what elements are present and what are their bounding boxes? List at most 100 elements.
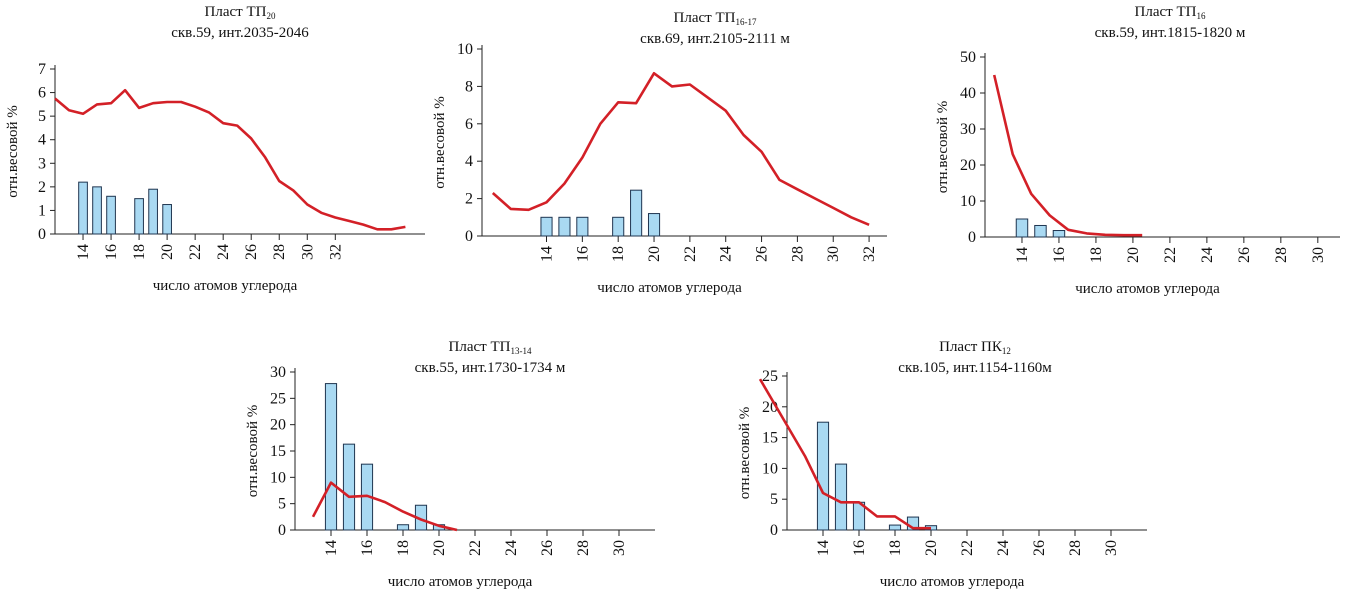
x-axis-label: число атомов углерода [1075, 281, 1220, 297]
y-tick-label: 7 [38, 61, 46, 78]
bar [1052, 230, 1066, 238]
x-axis-label: число атомов углерода [388, 574, 533, 590]
x-tick-label: 22 [959, 540, 976, 556]
title-text: Пласт ТП [674, 10, 736, 26]
x-tick-label: 22 [1162, 247, 1179, 263]
bar [106, 195, 116, 235]
y-tick-label: 50 [960, 49, 976, 66]
title-subscript: 12 [1002, 346, 1011, 356]
bar [92, 186, 102, 235]
title-text: Пласт ТП [205, 4, 267, 20]
y-tick-label: 10 [457, 41, 473, 58]
x-tick-label: 28 [1273, 247, 1290, 263]
x-tick-label: 22 [682, 246, 699, 262]
x-tick-label: 24 [215, 244, 232, 260]
y-axis-label: отн.весовой % [5, 105, 21, 198]
y-tick-label: 0 [465, 228, 473, 245]
y-tick-label: 6 [465, 116, 473, 133]
y-tick-label: 5 [38, 108, 46, 125]
bar [558, 216, 571, 237]
line [491, 72, 870, 226]
y-tick-label: 2 [38, 179, 46, 196]
y-tick-label: 0 [38, 226, 46, 243]
bar [647, 213, 661, 237]
line [758, 378, 931, 530]
x-tick-label: 26 [754, 246, 771, 262]
x-tick-label: 22 [467, 540, 484, 556]
x-tick-label: 32 [861, 246, 878, 262]
x-tick-label: 16 [103, 244, 120, 260]
bar [78, 181, 88, 235]
title-text: Пласт ТП [449, 339, 511, 355]
y-tick-label: 3 [38, 155, 46, 172]
x-tick-label: 24 [718, 246, 735, 262]
y-tick-label: 1 [38, 202, 46, 219]
bar [162, 204, 172, 235]
x-tick-label: 14 [323, 540, 340, 556]
bar [148, 188, 158, 235]
y-tick-label: 4 [38, 132, 46, 149]
bar [816, 421, 830, 531]
x-tick-label: 26 [243, 244, 260, 260]
y-tick-label: 0 [770, 522, 778, 539]
x-tick-label: 26 [539, 540, 556, 556]
y-tick-label: 15 [762, 430, 778, 447]
bar [888, 524, 902, 531]
y-tick-label: 40 [960, 85, 976, 102]
bar [1034, 224, 1047, 238]
bar [630, 189, 643, 237]
y-tick-label: 8 [465, 78, 473, 95]
line [311, 481, 458, 532]
title-subscript: 16 [1196, 11, 1206, 21]
chart-subtitle: скв.69, инт.2105-2111 м [640, 31, 790, 47]
bar [540, 216, 553, 237]
x-tick-label: 20 [159, 244, 176, 260]
chart-subtitle: скв.55, инт.1730-1734 м [415, 360, 566, 376]
y-tick-label: 4 [465, 153, 473, 170]
y-tick-label: 0 [278, 522, 286, 539]
y-tick-label: 20 [270, 417, 286, 434]
y-tick-label: 2 [465, 191, 473, 208]
x-tick-label: 24 [995, 540, 1012, 556]
x-tick-label: 28 [271, 244, 288, 260]
x-tick-label: 30 [611, 540, 628, 556]
chart-title: Пласт ПК12 [939, 339, 1011, 356]
x-tick-label: 18 [131, 244, 148, 260]
title-subscript: 13-14 [510, 346, 531, 356]
x-axis-label: число атомов углерода [153, 278, 298, 294]
bar [342, 443, 356, 531]
title-text: Пласт ТП [1135, 4, 1197, 20]
x-tick-label: 30 [299, 244, 316, 260]
y-tick-label: 6 [38, 85, 46, 102]
x-tick-label: 28 [575, 540, 592, 556]
y-tick-label: 0 [968, 229, 976, 246]
y-tick-label: 25 [270, 390, 286, 407]
x-tick-label: 26 [1236, 247, 1253, 263]
bar [134, 198, 144, 235]
title-subscript: 20 [266, 11, 276, 21]
chart-title: Пласт ТП16-17 [674, 10, 757, 27]
chart-subtitle: скв.105, инт.1154-1160м [898, 360, 1052, 376]
x-axis-label: число атомов углерода [880, 574, 1025, 590]
y-tick-label: 30 [960, 121, 976, 138]
chart-title: Пласт ТП13-14 [449, 339, 532, 356]
x-tick-label: 18 [395, 540, 412, 556]
line [992, 74, 1143, 237]
bar [576, 216, 589, 237]
y-tick-label: 25 [762, 368, 778, 385]
panel: Пласт ТП13-14 скв.55, инт.1730-1734 м 0 5 10… [245, 339, 655, 590]
panel: Пласт ПК12 скв.105, инт.1154-1160м 0 5 10 15 2… [737, 339, 1147, 590]
chart-subtitle: скв.59, инт.1815-1820 м [1095, 25, 1246, 41]
x-tick-label: 24 [1199, 247, 1216, 263]
x-tick-label: 20 [431, 540, 448, 556]
y-tick-label: 5 [278, 496, 286, 513]
title-text: Пласт ПК [939, 339, 1003, 355]
x-tick-label: 16 [574, 246, 591, 262]
y-tick-label: 5 [770, 491, 778, 508]
x-tick-label: 16 [851, 540, 868, 556]
chart-title: Пласт ТП16 [1135, 4, 1206, 21]
x-tick-label: 16 [1051, 247, 1068, 263]
y-axis-label: отн.весовой % [245, 405, 261, 498]
